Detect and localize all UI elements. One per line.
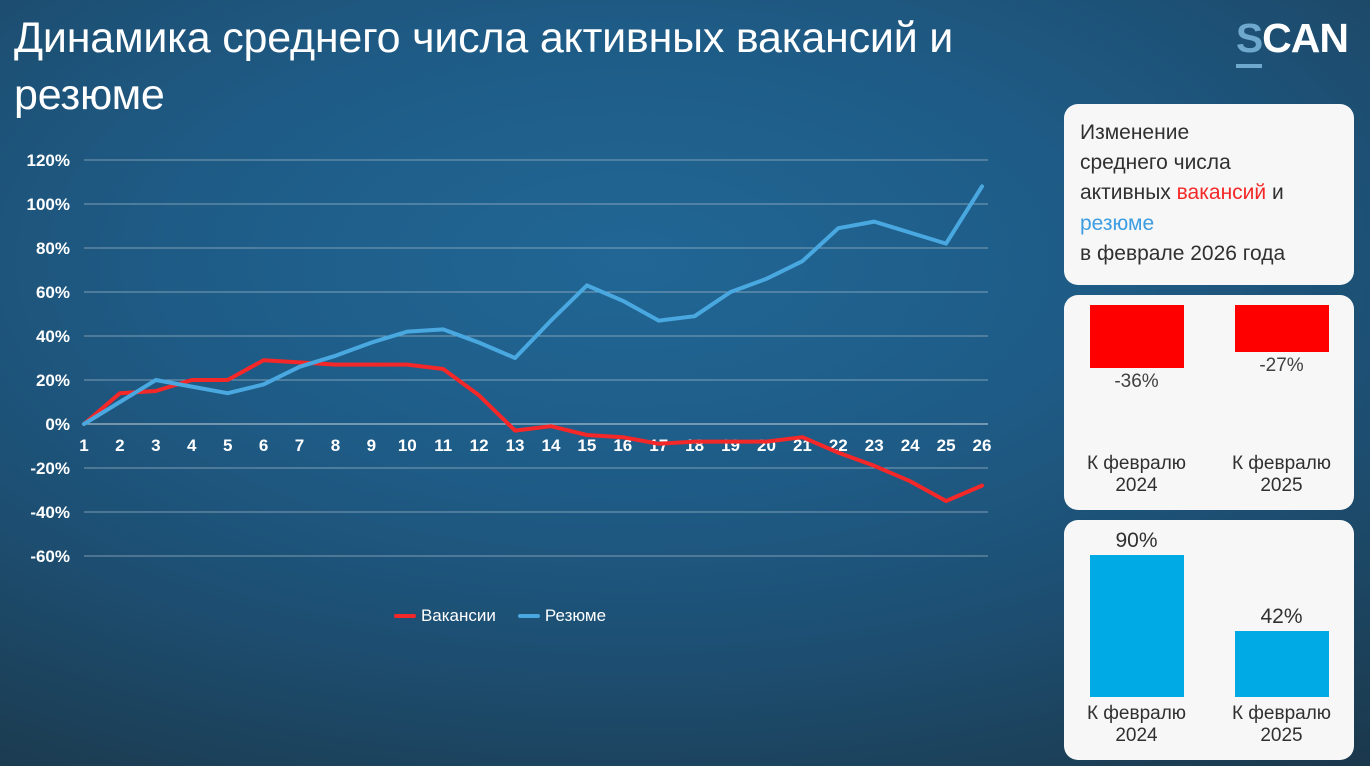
series-lines [82,184,984,503]
logo-letter-s: S [1235,15,1263,68]
bar-category-line-2: 2025 [1260,475,1303,497]
x-axis-label: 16 [613,436,632,455]
bar-category-line-2: 2024 [1115,725,1158,747]
bar [1234,305,1329,353]
legend-label: Резюме [544,606,607,625]
bar-column: 90% [1064,528,1209,698]
x-axis-label: 2 [115,436,124,455]
summary-line-3-prefix: активных [1080,181,1177,205]
vacancy-change-panel: -36% -27% К февралю 2024 К февралю 2025 [1064,295,1354,511]
x-axis-ticks: 1 2 3 4 5 6 7 8 9 10 11 12 13 14 15 16 17 18 19 20 21 22 23 24 2… [79,436,991,455]
logo-letters-can: CAN [1262,15,1349,61]
page-header: Динамика среднего числа активных ваканси… [0,0,1370,148]
x-axis-label: 10 [398,436,417,455]
summary-line-5: в феврале 2026 года [1080,241,1286,265]
y-axis-label: 40% [36,327,70,346]
y-axis-label: -60% [30,547,70,566]
x-axis-label: 19 [721,436,740,455]
chart-legend: Вакансии Резюме [0,606,1000,626]
bar [1089,305,1184,369]
x-axis-label: 12 [470,436,489,455]
resume-change-panel: 90% 42% К февралю 2024 К февралю 2025 [1064,520,1354,761]
bar-value-label: 90% [1115,528,1158,552]
bar-category-label: К февралю 2024 [1064,453,1209,499]
legend-item[interactable]: Резюме [517,606,607,626]
x-axis-label: 23 [865,436,884,455]
x-axis-label: 14 [541,436,560,455]
x-axis-label: 26 [973,436,992,455]
bar-category-line-1: К февралю [1231,702,1332,724]
x-axis-label: 1 [79,436,88,455]
bar-column: -36% [1064,305,1209,393]
y-axis-label: 120% [27,151,70,170]
bar-category-line-2: 2024 [1115,475,1158,497]
summary-line-3-suffix: и [1266,181,1284,205]
y-axis-label: 60% [36,283,70,302]
summary-text: Изменение среднего числа активных ваканс… [1080,118,1338,269]
bar-category-label: К февралю 2025 [1209,453,1354,499]
summary-panel: Изменение среднего числа активных ваканс… [1064,104,1354,286]
y-axis-label: -40% [30,503,70,522]
bar-column: -27% [1209,305,1354,393]
vacancy-categories: К февралю 2024 К февралю 2025 [1064,453,1354,499]
summary-line-1: Изменение [1080,121,1190,144]
x-axis-label: 15 [577,436,596,455]
summary-keyword-resumes: резюме [1080,211,1155,235]
x-axis-label: 3 [151,436,160,455]
bar-value-label: 42% [1260,604,1303,628]
bar-category-line-1: К февралю [1086,452,1187,474]
x-axis-label: 5 [223,436,232,455]
scan-logo: SCAN [1235,15,1349,68]
x-axis-label: 24 [901,436,920,455]
summary-keyword-vacancies: вакансий [1176,181,1267,205]
x-axis-label: 25 [937,436,956,455]
side-panels: Изменение среднего числа активных ваканс… [1064,104,1354,761]
y-axis-label: 20% [36,371,70,390]
bar-category-label: К февралю 2024 [1064,703,1209,749]
page-title: Динамика среднего числа активных ваканси… [14,14,954,119]
grid-lines [84,159,988,557]
bar-column: 42% [1209,604,1354,698]
y-axis-label: 80% [36,239,70,258]
bar-category-line-1: К февралю [1086,702,1187,724]
legend-swatch [517,614,540,618]
y-axis-ticks: 120% 100% 80% 60% 40% 20% 0% -20% -40% -60% [27,151,70,566]
y-axis-label: 0% [45,415,70,434]
bar-category-label: К февралю 2025 [1209,703,1354,749]
series-line-vacancies [82,358,984,503]
bar-category-line-2: 2025 [1260,725,1303,747]
resume-categories: К февралю 2024 К февралю 2025 [1064,703,1354,749]
legend-label: Вакансии [420,606,496,625]
bar-value-label: -36% [1114,371,1159,393]
x-axis-label: 7 [295,436,304,455]
x-axis-label: 4 [187,436,197,455]
legend-swatch [393,614,416,618]
y-axis-label: 100% [27,195,70,214]
bar-value-label: -27% [1259,355,1304,377]
x-axis-label: 13 [506,436,525,455]
bar-category-line-1: К февралю [1231,452,1332,474]
x-axis-label: 9 [367,436,376,455]
bar [1234,630,1329,698]
x-axis-label: 6 [259,436,268,455]
x-axis-label: 18 [685,436,704,455]
x-axis-label: 11 [434,436,452,455]
y-axis-label: -20% [30,459,70,478]
resume-bars: 90% 42% [1064,528,1354,698]
x-axis-label: 8 [331,436,340,455]
legend-item[interactable]: Вакансии [393,606,496,626]
vacancy-bars: -36% -27% [1064,305,1354,393]
summary-line-2: среднего числа [1080,151,1231,175]
bar [1089,554,1184,698]
series-line-resumes [82,184,984,426]
